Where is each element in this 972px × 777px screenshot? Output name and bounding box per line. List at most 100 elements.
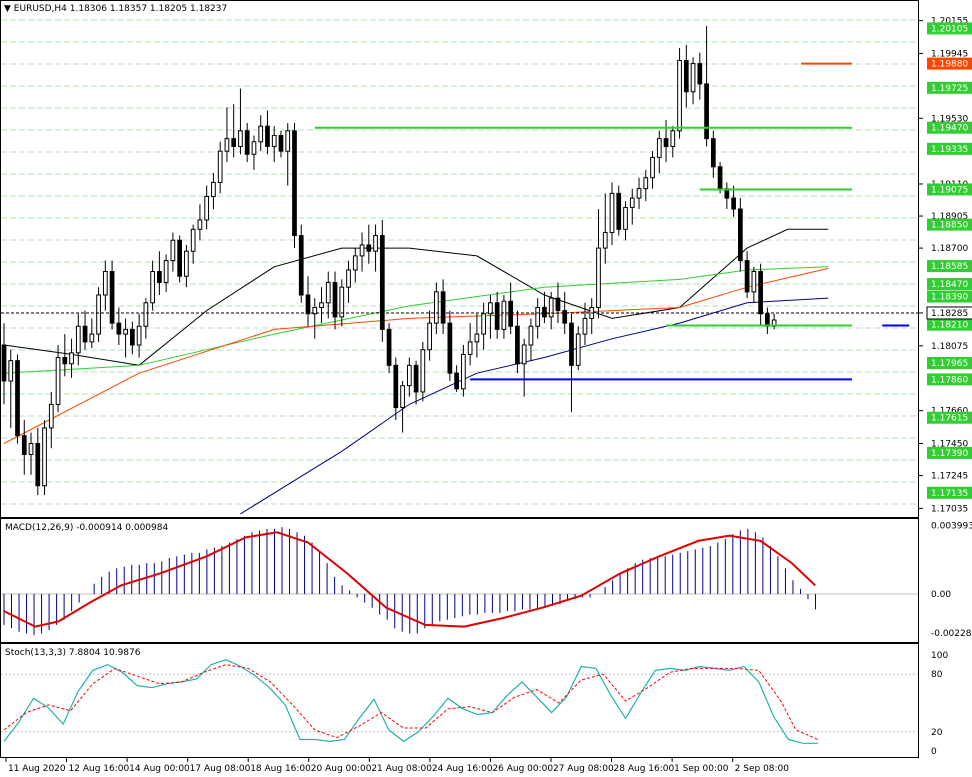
candle-down [697,63,703,85]
candle-up [136,325,142,346]
stoch-panel-header: Stoch(13,3,3) 7.8804 10.9876 [5,648,141,658]
time-axis-label: 2 Sep 08:00 [735,764,790,774]
candle-down [62,357,68,365]
time-axis-label: 14 Aug 00:00 [129,764,190,774]
candle-down [21,435,27,455]
candle-up [521,344,527,365]
price-axis-label: 1.18075 [931,342,968,352]
candle-down [157,271,162,283]
price-panel-frame [0,0,919,518]
price-level-badge [927,446,972,459]
price-level-badge-text: 1.17390 [931,449,968,459]
candle-up [89,333,95,343]
candle-down [366,244,372,252]
candle-up [251,141,257,155]
candle-up [42,427,47,487]
candle-up [650,156,655,179]
current-price-badge-text: 1.18285 [931,309,968,319]
candle-down [413,364,419,393]
price-level-badge-text: 1.19075 [931,185,968,195]
price-axis-label: 1.20155 [931,17,968,27]
candle-up [677,59,682,132]
candle-up [224,138,230,152]
candle-up [346,269,351,288]
price-level-badge-text: 1.18470 [931,280,968,290]
candle-up [150,271,155,304]
candle-down [278,135,284,152]
price-level-badge [927,218,972,231]
price-axis-label: 1.17660 [931,407,968,417]
candle-up [28,443,34,455]
candle-up [420,349,426,393]
candle-up [285,130,291,152]
candle-down [82,325,88,343]
candle-down [744,260,750,293]
candle-up [184,250,189,277]
price-level-badge [927,486,972,499]
candle-up [217,150,223,183]
candle-down [298,235,304,296]
time-axis-label: 27 Aug 08:00 [553,764,614,774]
candle-up [123,328,128,335]
candle-up [596,247,601,308]
candle-up [55,357,61,405]
price-level-badge [927,142,972,155]
macd-axis-label: 0.00 [931,590,951,600]
time-axis-label: 11 Aug 2020 [8,764,66,774]
price-level-badge-text: 1.18585 [931,262,968,272]
candle-down [379,235,385,330]
candle-up [69,352,74,365]
candle-down [35,443,41,487]
price-axis-label: 1.19945 [931,49,968,59]
moving-average-3 [3,267,829,444]
candle-up [325,281,331,304]
candle-down [332,281,338,318]
price-level-badge-text: 1.19335 [931,145,968,155]
candle-up [528,325,534,346]
price-axis-label: 1.18905 [931,212,968,222]
candle-up [406,364,412,387]
price-level-badge [927,260,972,273]
price-level-badge [927,121,972,134]
stoch-axis-label: 100 [931,651,948,661]
macd-panel-frame [0,518,919,643]
candle-up [427,322,432,351]
candle-up [352,255,358,271]
symbol-ohlc-text: EURUSD,H4 1.18306 1.18357 1.18205 1.1823… [13,4,228,14]
current-price-badge [926,306,972,320]
candle-up [211,181,216,197]
price-level-badge [927,356,972,369]
macd-signal-line [3,531,816,628]
candle-up [690,63,696,93]
candle-up [575,333,581,366]
candle-down [737,208,743,262]
price-level-badge-text: 1.19470 [931,124,968,134]
candle-up [636,188,642,199]
candle-up [197,219,203,230]
dropdown-triangle-icon[interactable]: ▼ [4,4,11,14]
time-axis-label: 12 Aug 16:00 [69,764,130,774]
price-level-badge [927,81,972,94]
price-level-badge [927,411,972,424]
candle-down [710,138,716,168]
candle-up [400,385,405,409]
price-level-badge [927,278,972,291]
candle-up [238,130,243,147]
price-level-badge [927,57,972,70]
price-level-badge-text: 1.19725 [931,84,968,94]
candle-down [616,192,622,230]
candle-up [312,306,318,315]
candle-up [535,306,541,327]
price-level-badge-text: 1.18850 [931,221,968,231]
candle-down [109,271,115,324]
macd-panel-header: MACD(12,26,9) -0.000914 0.000984 [5,523,169,533]
price-level-badge [927,373,972,386]
candle-down [265,125,270,147]
candle-up [339,286,345,318]
stoch-axis-label: 0 [931,747,937,757]
price-axis-label: 1.17245 [931,472,968,482]
time-axis-label: 18 Aug 16:00 [250,764,311,774]
price-level-badge-text: 1.17615 [931,414,968,424]
candle-down [454,372,459,390]
